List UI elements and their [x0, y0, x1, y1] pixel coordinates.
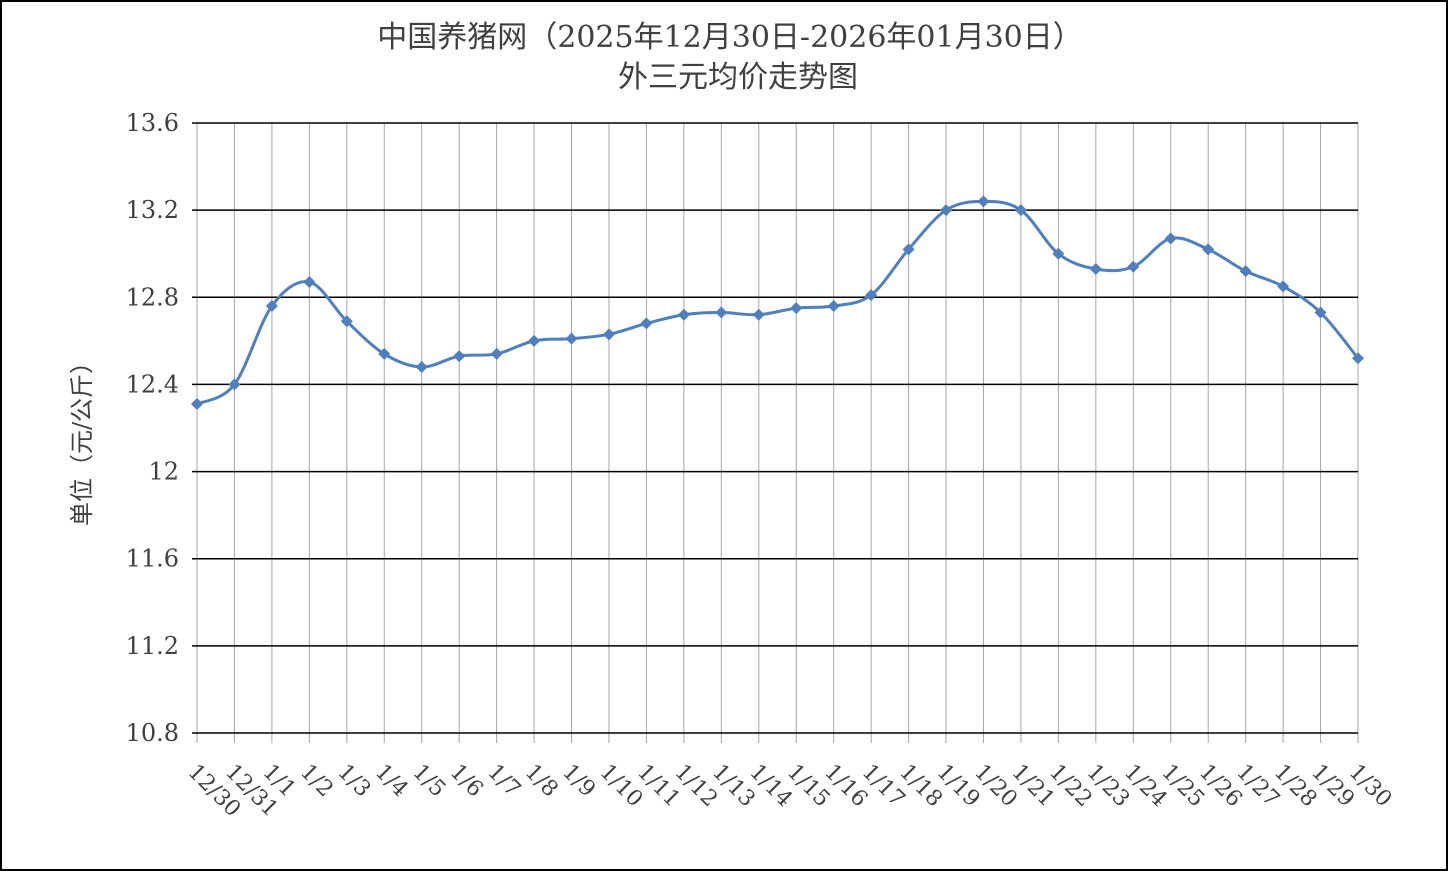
chart-title: 中国养猪网（2025年12月30日-2026年01月30日） [377, 20, 1083, 55]
marker [715, 306, 728, 319]
marker [1277, 280, 1290, 293]
y-tick-label: 13.6 [126, 109, 179, 137]
marker [565, 332, 578, 345]
y-tick-label: 12.4 [126, 370, 179, 398]
marker [378, 347, 391, 360]
y-tick-label: 13.2 [126, 196, 179, 224]
marker [677, 308, 690, 321]
marker [303, 276, 316, 289]
marker [191, 398, 203, 411]
marker [1127, 260, 1140, 273]
marker [1314, 306, 1327, 319]
marker [902, 243, 915, 256]
marker [827, 300, 840, 312]
marker [1239, 265, 1252, 278]
y-tick-label: 11.2 [126, 632, 179, 660]
marker [1202, 243, 1215, 256]
marker [340, 315, 353, 328]
y-tick-label: 11.6 [126, 545, 179, 573]
y-tick-label: 12 [148, 458, 179, 486]
marker [865, 289, 878, 302]
marker [453, 350, 466, 363]
marker [752, 308, 765, 321]
marker [790, 302, 803, 315]
marker [1352, 352, 1364, 365]
marker [640, 317, 653, 330]
marker [228, 378, 241, 391]
marker [940, 204, 953, 217]
marker [490, 347, 503, 360]
y-tick-label: 12.8 [126, 283, 179, 311]
y-axis-title: 单位（元/公斤） [68, 350, 96, 526]
marker [1089, 262, 1102, 275]
marker [1014, 204, 1027, 217]
marker [602, 328, 615, 341]
marker [265, 300, 278, 312]
marker [1052, 247, 1065, 260]
chart-subtitle: 外三元均价走势图 [618, 60, 858, 95]
marker [415, 361, 428, 373]
marker [1164, 232, 1177, 245]
marker [977, 195, 990, 208]
y-tick-label: 10.8 [126, 719, 179, 747]
marker [528, 334, 541, 347]
